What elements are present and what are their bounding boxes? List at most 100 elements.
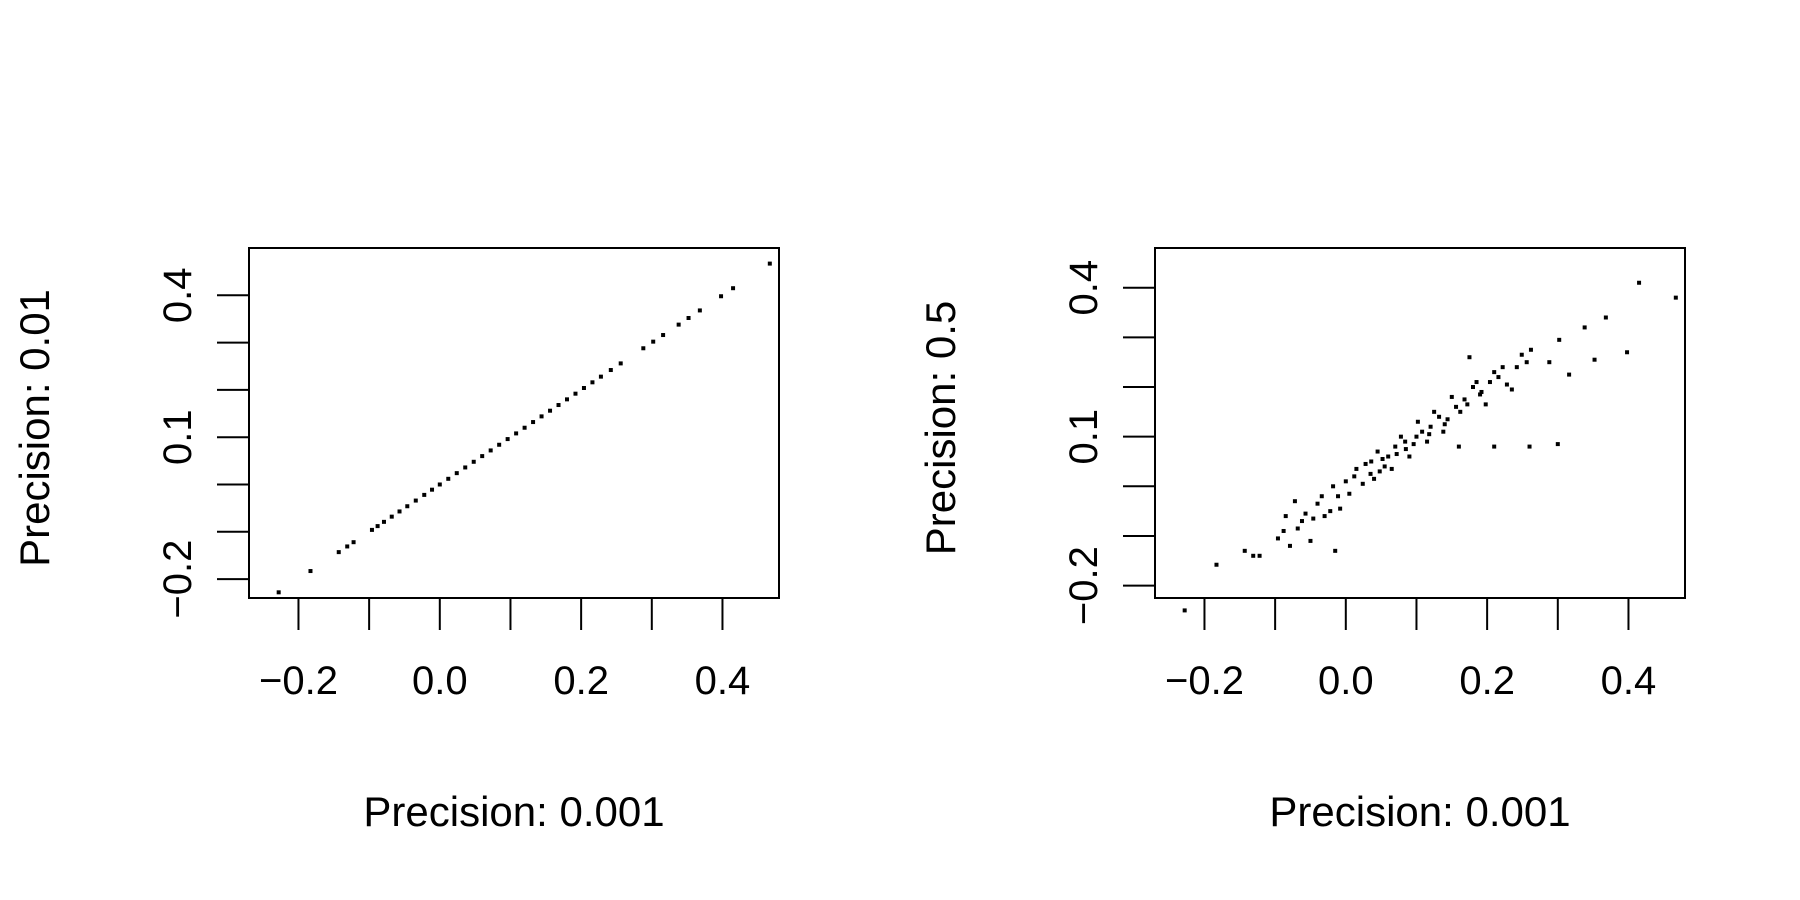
data-point bbox=[1377, 469, 1382, 474]
data-point bbox=[1474, 380, 1479, 385]
data-point bbox=[1592, 357, 1597, 362]
y-axis-title: Precision: 0.01 bbox=[11, 289, 58, 567]
data-point bbox=[1338, 506, 1343, 511]
data-point bbox=[276, 590, 281, 595]
data-point bbox=[1492, 370, 1497, 375]
data-point bbox=[1415, 419, 1420, 424]
data-point bbox=[1637, 280, 1642, 285]
data-point bbox=[651, 339, 656, 344]
data-point bbox=[514, 431, 519, 436]
data-point bbox=[1519, 352, 1524, 357]
data-point bbox=[389, 514, 394, 519]
data-point bbox=[522, 425, 527, 430]
data-point bbox=[413, 498, 418, 503]
data-point bbox=[1500, 365, 1505, 370]
data-point bbox=[1420, 429, 1425, 434]
data-point bbox=[1465, 402, 1470, 407]
data-point bbox=[397, 509, 402, 514]
x-tick-label: 0.0 bbox=[1318, 659, 1374, 703]
data-point bbox=[351, 540, 356, 545]
data-point bbox=[1555, 442, 1560, 447]
data-point bbox=[608, 368, 613, 373]
data-point bbox=[437, 482, 442, 487]
data-point bbox=[1487, 380, 1492, 385]
data-point bbox=[1504, 382, 1509, 387]
data-point bbox=[1382, 464, 1387, 469]
data-point bbox=[405, 504, 410, 509]
x-tick-label: 0.4 bbox=[1601, 659, 1657, 703]
data-point bbox=[686, 316, 691, 320]
data-point bbox=[1333, 548, 1338, 553]
data-point bbox=[1299, 519, 1304, 524]
data-point bbox=[1281, 528, 1286, 533]
data-point bbox=[1449, 394, 1454, 399]
data-point bbox=[573, 391, 578, 396]
data-point bbox=[1496, 375, 1501, 380]
data-point bbox=[381, 519, 386, 524]
data-point bbox=[676, 322, 681, 327]
data-point bbox=[1389, 466, 1394, 471]
data-point bbox=[471, 459, 476, 464]
data-point bbox=[539, 414, 544, 419]
data-point bbox=[618, 361, 623, 366]
data-point bbox=[731, 286, 736, 291]
left-scatter-panel: −0.2 0.0 0.2 0.4 −0.2 0.1 0.4 Precision: 0.001 P… bbox=[11, 247, 780, 835]
data-point bbox=[1462, 397, 1467, 402]
data-point bbox=[767, 261, 772, 266]
data-point bbox=[1467, 355, 1472, 360]
data-point bbox=[719, 294, 724, 299]
data-point bbox=[590, 380, 595, 385]
data-point bbox=[488, 448, 493, 453]
data-point bbox=[1352, 474, 1357, 479]
x-tick-label: 0.2 bbox=[1459, 659, 1515, 703]
data-point bbox=[480, 454, 485, 459]
x-tick-label: 0.4 bbox=[695, 659, 751, 703]
data-point bbox=[1456, 444, 1461, 449]
data-point bbox=[1182, 608, 1187, 613]
x-tick-label: 0.0 bbox=[412, 659, 468, 703]
data-point bbox=[1528, 347, 1533, 352]
data-point bbox=[1303, 511, 1308, 516]
data-point bbox=[1492, 444, 1497, 449]
data-point bbox=[1527, 444, 1532, 449]
data-point bbox=[556, 403, 561, 408]
data-point bbox=[1673, 295, 1678, 300]
data-point bbox=[1354, 466, 1359, 471]
data-point bbox=[1257, 553, 1262, 558]
x-axis-title: Precision: 0.001 bbox=[363, 788, 664, 835]
data-point bbox=[1514, 365, 1519, 370]
data-point bbox=[308, 569, 313, 574]
data-point bbox=[1328, 509, 1333, 514]
data-point bbox=[1625, 350, 1630, 355]
data-point bbox=[1295, 526, 1300, 531]
data-point bbox=[1242, 548, 1247, 553]
data-point bbox=[1363, 461, 1368, 466]
data-point bbox=[1322, 514, 1327, 519]
data-point bbox=[1369, 459, 1374, 464]
data-point bbox=[1368, 471, 1373, 476]
data-point bbox=[1478, 392, 1483, 397]
data-point bbox=[1311, 516, 1316, 521]
data-point bbox=[1547, 360, 1552, 365]
data-point bbox=[1292, 499, 1297, 504]
data-point bbox=[1380, 456, 1385, 461]
data-point bbox=[1414, 434, 1419, 439]
data-point bbox=[1458, 409, 1463, 414]
x-tick-label: −0.2 bbox=[259, 659, 338, 703]
data-point bbox=[697, 308, 702, 313]
data-point bbox=[1442, 422, 1447, 427]
data-point bbox=[1343, 479, 1348, 484]
data-point bbox=[1603, 315, 1608, 320]
data-point bbox=[1454, 404, 1459, 409]
data-point bbox=[1567, 372, 1572, 377]
data-point bbox=[1331, 484, 1336, 489]
data-point bbox=[1471, 385, 1475, 390]
data-point bbox=[1524, 360, 1529, 365]
data-point bbox=[1398, 434, 1403, 439]
data-point bbox=[1283, 514, 1288, 519]
data-point bbox=[1375, 449, 1380, 454]
data-point bbox=[1411, 442, 1416, 447]
data-point bbox=[1308, 538, 1313, 543]
data-point bbox=[548, 408, 553, 413]
